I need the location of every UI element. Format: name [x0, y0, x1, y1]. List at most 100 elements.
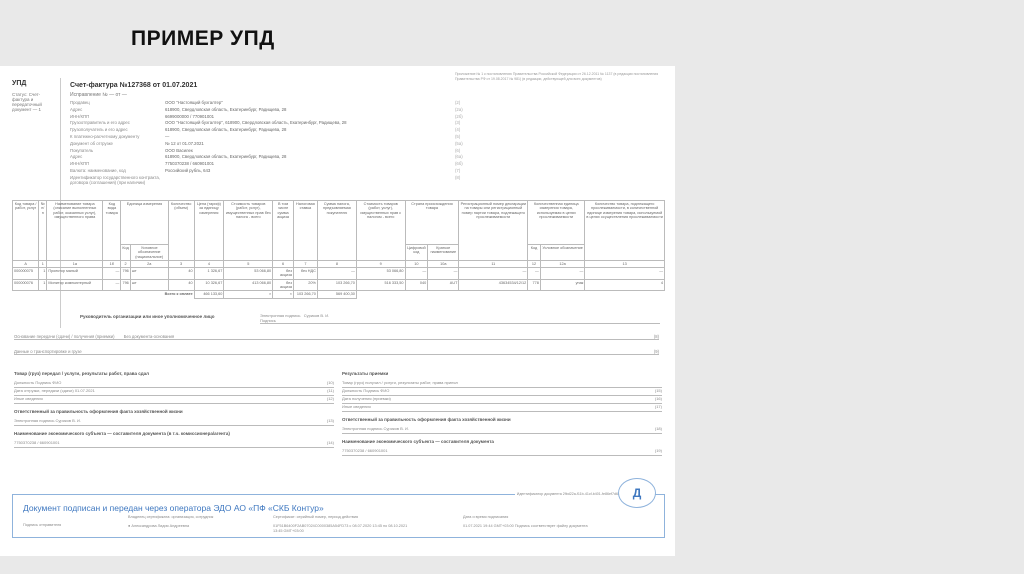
column-number: 1б — [102, 259, 122, 269]
line-label: Электронная подпись Суриков В. И. — [342, 426, 409, 431]
field-row: Продавец ООО "Настоящий бухгалтер" (2) — [70, 100, 470, 107]
table-cell: без акциза — [272, 267, 294, 280]
field-label: ИНН/КПП — [70, 161, 90, 167]
table-cell: Монитор компьютерный — [46, 278, 104, 292]
table-cell: 53 066,80 — [223, 267, 274, 280]
goods-table: Код товара / работ, услуг № п/п Наименован… — [11, 200, 665, 299]
table-cell: 10 326,67 — [193, 278, 225, 292]
field-value: — — [165, 133, 170, 139]
column-number: 2а — [129, 259, 169, 269]
field-label: Идентификатор государственного контракта… — [70, 174, 160, 185]
boss-name: Суриков В. И. — [303, 313, 330, 318]
line-code: (10) — [326, 380, 334, 385]
field-code: (8) — [455, 174, 461, 180]
document-id: Идентификатор документа 2fbd22a-f11b-41c… — [514, 492, 624, 496]
table-cell: 1 326,67 — [193, 267, 225, 280]
field-row: Идентификатор государственного контракта… — [70, 174, 470, 185]
total-cell: 569 400,30 — [316, 290, 357, 299]
upd-label: УПД — [12, 80, 27, 87]
column-subheader: Условное обозначение — [539, 244, 586, 261]
form-line: Иные сведения (17) — [342, 404, 662, 412]
column-number: 10 — [404, 259, 429, 269]
line-label: Должность Подпись ФИО — [342, 388, 390, 393]
table-row: 000000076 1 Монитор компьютерный —796 шт 40 10… — [11, 278, 665, 292]
status-text: Статус: Счет-фактура и передаточный доку… — [12, 92, 42, 112]
cert-owner-name: Александрова Лидия Андреевна — [131, 524, 190, 528]
line-code: (18) — [654, 426, 662, 431]
header-row: Код товара / работ, услуг № п/п Наименован… — [11, 200, 665, 261]
section-title: Результаты приемки — [342, 371, 389, 376]
column-number: 8 — [316, 259, 357, 269]
field-value: ООО Василек — [165, 147, 193, 153]
field-label: Грузополучатель и его адрес — [70, 127, 128, 133]
upd-document: УПД Статус: Счет-фактура и передаточный … — [0, 66, 675, 556]
column-header: Код товара / работ, услуг — [11, 200, 40, 261]
cert-value: 01F51B6400F2AB07024C0000385A54FD73 с 08.… — [273, 524, 408, 533]
line-code: (12) — [326, 396, 334, 401]
table-cell: 000000075 — [11, 267, 40, 280]
column-number: 2 — [120, 259, 131, 269]
line-code: (14) — [326, 440, 334, 445]
field-value: 618900, Свердловская область, Екатеринбу… — [165, 127, 287, 133]
table-cell: 000000076 — [11, 278, 40, 292]
number-row: А 1 1а 1б 2 2а 3 4 5 6 7 8 9 10 10а 11 12 12а 13 — [11, 259, 665, 269]
table-cell: 4 — [584, 278, 665, 292]
invoice-title: Счет-фактура №127368 от 01.07.2021 — [70, 82, 198, 89]
field-value: ООО "Настоящий бухгалтер", 618900, Сверд… — [165, 120, 347, 126]
form-line: 7750370238 / 660901001 (14) — [14, 440, 334, 448]
column-subheader: Условное обозначение (национальное) — [129, 244, 169, 261]
column-number: 12а — [539, 259, 586, 269]
table-cell: 53 066,80 — [355, 267, 406, 280]
total-cell: 103 266,70 — [292, 290, 318, 299]
column-number: 12 — [527, 259, 541, 269]
column-subheader: Код — [527, 244, 541, 261]
basis-code: (8) — [653, 334, 659, 339]
certificate: Сертификат: серийный номер, период дейст… — [273, 515, 413, 533]
field-value: 6699000000 / 770901001 — [165, 113, 214, 119]
line-code: (16) — [654, 396, 662, 401]
field-code: (6а) — [455, 154, 463, 160]
table-cell: 1 — [38, 267, 48, 280]
form-line: Товар (груз) получил / услуги, результат… — [342, 380, 662, 388]
column-subheader: Цифровой код — [404, 244, 429, 261]
total-label: Всего к оплате — [164, 292, 193, 297]
field-code: (6) — [455, 147, 461, 153]
table-cell: 103 266,70 — [316, 278, 357, 292]
field-code: (3) — [455, 120, 461, 126]
column-number: 10а — [427, 259, 460, 269]
column-header: Количество товара, подлежащего прослежив… — [584, 200, 665, 261]
table-cell: 040 — [404, 278, 429, 292]
field-code: (7) — [455, 167, 461, 173]
cert-header: Сертификат: серийный номер, период дейст… — [273, 515, 359, 519]
column-number: 9 — [355, 259, 406, 269]
boss-label: Руководитель организации или иное уполно… — [80, 314, 215, 319]
field-row: Покупатель ООО Василек (6) — [70, 148, 470, 155]
field-code: (2) — [455, 100, 461, 105]
acceptance-section: Результаты приемки Товар (груз) получил /… — [342, 371, 662, 456]
sign-date-header: Дата и время подписания — [463, 515, 509, 519]
basis-value: Без документа-основания — [123, 334, 175, 339]
field-code: (6б) — [455, 161, 463, 167]
form-line: Иные сведения (12) — [14, 396, 334, 404]
form-line: Должность Подпись ФИО (15) — [342, 388, 662, 396]
table-cell: — — [527, 267, 541, 280]
column-header: В том числе сумма акциза — [272, 200, 294, 261]
sign-date: Дата и время подписания 01.07.2021 19:44 … — [463, 515, 603, 529]
field-value: Российский рубль, 643 — [165, 167, 211, 173]
table-cell: упак — [539, 278, 586, 292]
field-row: Валюта: наименование, код Российский рубл… — [70, 168, 470, 175]
entity-title: Наименование экономического субъекта — с… — [14, 431, 230, 436]
line-label: Дата получения (приемки) — [342, 396, 391, 401]
line-label: 7750370238 / 660901001 — [342, 448, 388, 453]
table-cell: — — [584, 267, 665, 280]
table-cell: — — [316, 267, 357, 280]
table-cell: 413 066,80 — [223, 278, 274, 292]
column-header: Сумма налога, предъявляемая покупателю — [316, 200, 357, 261]
table-cell: — — [458, 267, 529, 280]
table-cell: 40 — [167, 278, 195, 292]
table-cell: 43634534/12/12 — [458, 278, 529, 292]
basis-line: Основание передачи (сдачи) / получения (… — [14, 334, 659, 340]
sign-type: Электронная подпись — [260, 313, 301, 318]
column-number: 1а — [46, 259, 104, 269]
table-row: 000000075 1 Проектор малый —796 шт 40 1 326,67… — [11, 267, 665, 280]
